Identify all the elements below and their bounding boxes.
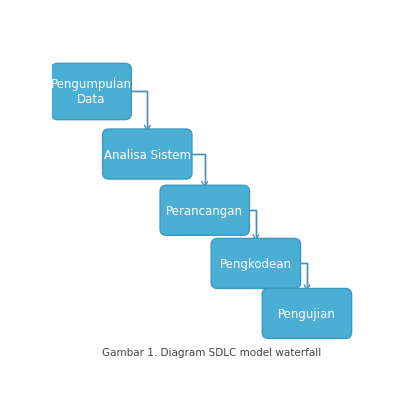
Text: Perancangan: Perancangan <box>166 204 243 217</box>
FancyBboxPatch shape <box>160 186 249 236</box>
FancyBboxPatch shape <box>52 64 131 120</box>
FancyBboxPatch shape <box>103 130 192 179</box>
FancyBboxPatch shape <box>262 289 351 339</box>
Text: Pengkodean: Pengkodean <box>220 257 292 270</box>
Text: Pengujian: Pengujian <box>278 307 336 320</box>
Text: Gambar 1. Diagram SDLC model waterfall: Gambar 1. Diagram SDLC model waterfall <box>101 347 321 357</box>
Text: Pengumpulan
Data: Pengumpulan Data <box>51 78 132 106</box>
FancyBboxPatch shape <box>211 239 301 289</box>
Text: Analisa Sistem: Analisa Sistem <box>104 148 191 161</box>
